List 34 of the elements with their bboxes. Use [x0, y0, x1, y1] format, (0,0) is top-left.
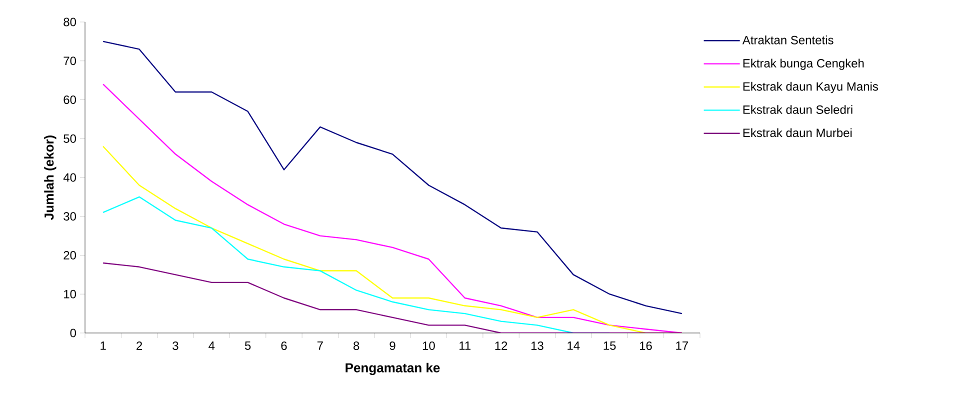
y-tick-label: 20: [64, 250, 76, 260]
y-tick-label: 0: [70, 328, 76, 338]
x-tick-label: 7: [317, 342, 323, 350]
legend-label: Ektrak bunga Cengkeh: [743, 58, 864, 70]
x-tick-label: 17: [676, 342, 688, 350]
y-axis-title: Jumlah (ekor): [44, 136, 56, 220]
x-tick-label: 6: [281, 342, 287, 350]
legend-label: Atraktan Sentetis: [742, 36, 834, 44]
x-tick-label: 13: [531, 342, 544, 350]
y-tick-label: 10: [64, 290, 76, 298]
x-tick-label: 4: [208, 342, 215, 350]
x-tick-label: 9: [390, 342, 396, 350]
y-tick-label: 80: [64, 18, 76, 26]
y-tick-label: 60: [64, 95, 76, 104]
x-tick-label: 1: [100, 342, 106, 350]
y-tick-label: 70: [64, 56, 76, 66]
x-tick-label: 16: [640, 342, 652, 350]
y-tick-label: 40: [63, 173, 76, 182]
legend-label: Ekstrak daun Seledri: [743, 105, 852, 114]
line-series: [102, 40, 683, 314]
x-tick-label: 8: [354, 342, 360, 350]
x-tick-label: 5: [244, 342, 251, 350]
x-tick-label: 10: [422, 342, 435, 350]
x-tick-label: 14: [568, 342, 580, 350]
x-axis-title: Pengamatan ke: [346, 362, 440, 376]
y-tick-label: 50: [64, 134, 76, 143]
x-tick-label: 15: [604, 342, 616, 350]
x-tick-label: 3: [172, 342, 178, 350]
x-tick-label: 12: [495, 342, 508, 350]
y-tick-label: 30: [64, 212, 76, 221]
x-tick-label: 2: [136, 342, 142, 350]
legend-label: Ekstrak daun Kayu Manis: [743, 82, 878, 94]
x-tick-label: 11: [460, 342, 470, 350]
legend-label: Ekstrak daun Murbei: [743, 128, 852, 138]
